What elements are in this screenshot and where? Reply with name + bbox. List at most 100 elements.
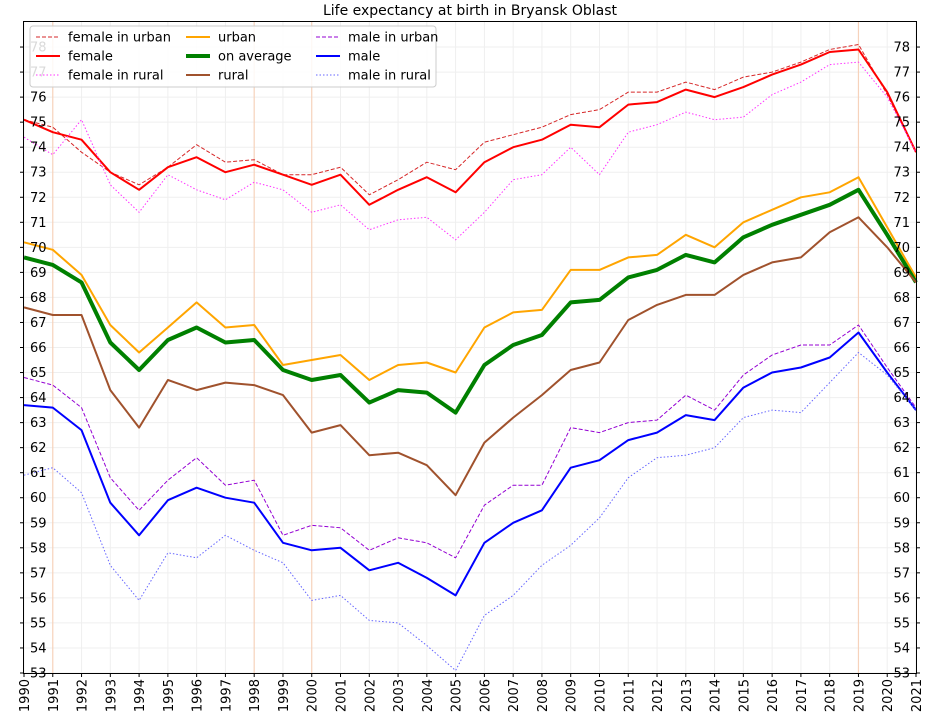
x-tick-label: 2004	[421, 679, 436, 712]
y-tick-label: 66	[893, 341, 910, 356]
y-tick-label: 56	[893, 591, 910, 606]
y-tick-label: 70	[893, 241, 910, 256]
x-tick-label: 2020	[881, 679, 896, 712]
x-tick-label: 2006	[478, 679, 493, 712]
y-tick-label: 59	[893, 516, 910, 531]
x-tick-label: 2015	[737, 679, 752, 712]
y-tick-label: 55	[30, 616, 47, 631]
x-tick-label: 2017	[795, 679, 810, 712]
y-tick-label: 77	[893, 66, 910, 81]
y-tick-label: 73	[893, 166, 910, 181]
x-tick-label: 1992	[76, 679, 91, 712]
x-tick-label: 2001	[335, 679, 350, 712]
legend-label: male in rural	[348, 69, 431, 84]
series-male	[23, 331, 917, 597]
x-tick-label: 2000	[306, 679, 321, 712]
x-tick-label: 1991	[47, 679, 62, 712]
y-tick-label: 72	[893, 191, 910, 206]
x-tick-label: 2005	[450, 679, 465, 712]
legend-box	[29, 25, 437, 88]
y-tick-label: 73	[30, 166, 47, 181]
y-tick-label: 53	[30, 667, 47, 682]
y-tick-label: 76	[893, 91, 910, 106]
legend-label: rural	[218, 69, 249, 84]
y-tick-label: 58	[30, 541, 47, 556]
x-tick-label: 2021	[910, 679, 925, 712]
y-tick-label: 68	[893, 291, 910, 306]
y-tick-label: 60	[893, 491, 910, 506]
y-tick-label: 75	[30, 116, 47, 131]
y-tick-label: 54	[30, 641, 47, 656]
y-tick-label: 67	[893, 316, 910, 331]
y-tick-label: 69	[893, 266, 910, 281]
x-tick-label: 2010	[593, 679, 608, 712]
y-tick-label: 64	[893, 391, 910, 406]
x-tick-label: 1999	[277, 679, 292, 712]
x-tick-label: 2019	[852, 679, 867, 712]
y-tick-label: 62	[893, 441, 910, 456]
x-tick-label: 2014	[709, 679, 724, 712]
series-rural	[23, 216, 917, 497]
chart-title: Life expectancy at birth in Bryansk Obla…	[323, 3, 618, 19]
x-tick-label: 2008	[536, 679, 551, 712]
y-tick-label: 57	[30, 566, 47, 581]
x-tick-label: 2007	[507, 679, 522, 712]
y-tick-label: 63	[30, 416, 47, 431]
x-tick-label: 1996	[191, 679, 206, 712]
y-tick-label: 78	[893, 41, 910, 56]
y-tick-label: 74	[893, 141, 910, 156]
y-tick-label: 64	[30, 391, 47, 406]
x-tick-label: 2016	[766, 679, 781, 712]
y-tick-label: 67	[30, 316, 47, 331]
y-tick-label: 65	[30, 366, 47, 381]
x-tick-label: 1998	[248, 679, 263, 712]
y-tick-label: 69	[30, 266, 47, 281]
y-tick-label: 58	[893, 541, 910, 556]
x-tick-label: 2002	[363, 679, 378, 712]
x-tick-label: 1993	[104, 679, 119, 712]
y-tick-label: 76	[30, 91, 47, 106]
y-tick-label: 61	[30, 466, 47, 481]
y-tick-label: 61	[893, 466, 910, 481]
x-tick-label: 1994	[133, 679, 148, 712]
series-female	[23, 48, 917, 206]
y-tick-label: 59	[30, 516, 47, 531]
series-lines	[23, 44, 918, 671]
y-tick-label: 56	[30, 591, 47, 606]
y-tick-label: 71	[893, 216, 910, 231]
y-tick-label: 60	[30, 491, 47, 506]
y-tick-label: 65	[893, 366, 910, 381]
x-axis: 1990 1991 1992 1993 1994 1995 1996 1997 1998 1999…	[18, 673, 925, 712]
x-tick-label: 2018	[824, 679, 839, 712]
x-tick-label: 1997	[219, 679, 234, 712]
series-urban	[23, 176, 917, 381]
series-male-in-urban	[23, 324, 917, 559]
y-tick-label: 71	[30, 216, 47, 231]
y-tick-label: 75	[893, 116, 910, 131]
y-tick-label: 57	[893, 566, 910, 581]
series-female-in-urban	[23, 44, 917, 196]
legend-label: urban	[218, 31, 256, 46]
y-tick-label: 62	[30, 441, 47, 456]
legend: female in urban female female in rural urba…	[29, 25, 438, 88]
legend-label: female in rural	[68, 69, 163, 84]
x-tick-label: 2013	[680, 679, 695, 712]
y-axis-right: 53 54 55 56 57 58 59 60 61 62 63 64 65 66 67 68 69 70 71 72…	[893, 41, 920, 682]
legend-label: on average	[218, 50, 292, 65]
grid	[23, 22, 917, 674]
legend-label: male	[348, 50, 380, 65]
y-tick-label: 74	[30, 141, 47, 156]
x-tick-label: 1990	[18, 679, 33, 712]
y-tick-label: 55	[893, 616, 910, 631]
series-female-in-rural	[23, 61, 917, 241]
legend-label: female	[68, 50, 113, 65]
y-tick-label: 66	[30, 341, 47, 356]
x-tick-label: 2012	[651, 679, 666, 712]
y-tick-label: 70	[30, 241, 47, 256]
x-tick-label: 1995	[162, 679, 177, 712]
y-tick-label: 63	[893, 416, 910, 431]
series-on-average	[23, 187, 918, 415]
y-tick-label: 72	[30, 191, 47, 206]
y-tick-label: 54	[893, 641, 910, 656]
